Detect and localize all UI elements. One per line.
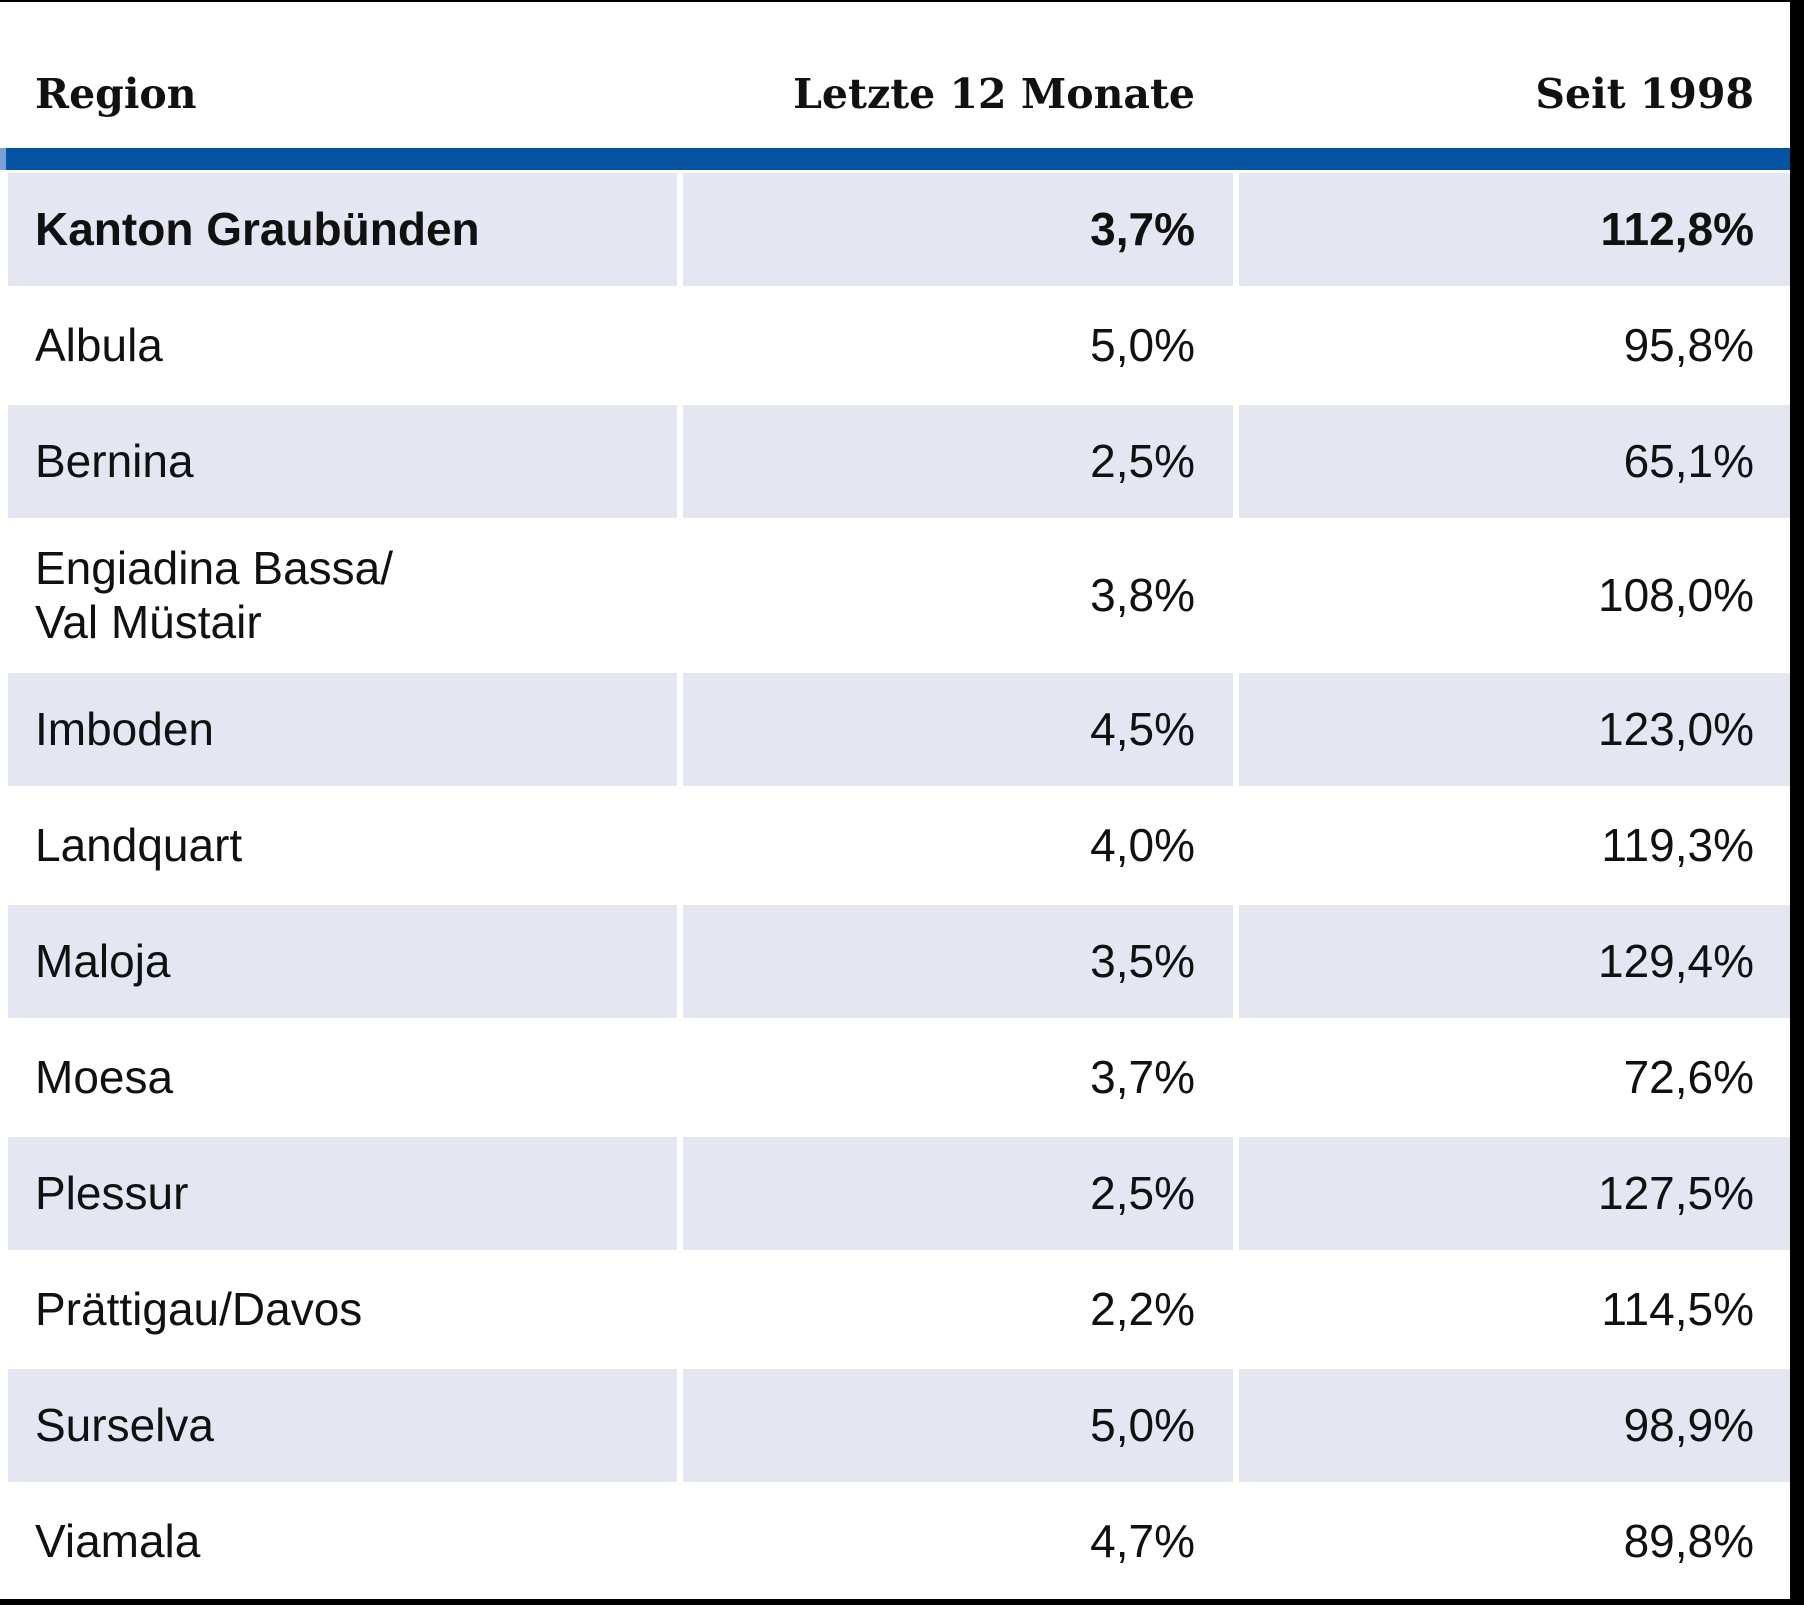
column-header-region: Region [35, 70, 197, 118]
last-12-months-cell: 3,7% [683, 173, 1233, 286]
since-1998-cell: 98,9% [1239, 1368, 1790, 1482]
table-row: Engiadina Bassa/ Val Müstair 3,8% 108,0% [8, 521, 1790, 673]
table-row: Albula 5,0% 95,8% [8, 289, 1790, 405]
last-12-months-cell: 2,5% [683, 405, 1233, 518]
since-1998-cell: 95,8% [1239, 289, 1790, 402]
last-12-months-cell: 4,7% [683, 1484, 1233, 1598]
table-row: Bernina 2,5% 65,1% [8, 405, 1790, 521]
since-1998-cell: 129,4% [1239, 904, 1790, 1018]
table-row: Viamala 4,7% 89,8% [8, 1484, 1790, 1599]
table-row: Imboden 4,5% 123,0% [8, 672, 1790, 789]
since-1998-cell: 108,0% [1239, 521, 1790, 670]
table-row: Prättigau/Davos 2,2% 114,5% [8, 1252, 1790, 1369]
last-12-months-cell: 5,0% [683, 1368, 1233, 1482]
since-1998-cell: 89,8% [1239, 1484, 1790, 1598]
region-cell: Kanton Graubünden [8, 173, 677, 286]
last-12-months-cell: 3,7% [683, 1020, 1233, 1134]
region-cell: Plessur [8, 1136, 677, 1250]
table-row: Moesa 3,7% 72,6% [8, 1020, 1790, 1137]
since-1998-cell: 127,5% [1239, 1136, 1790, 1250]
table-body: Kanton Graubünden 3,7% 112,8% Albula 5,0… [0, 173, 1790, 1599]
region-cell: Imboden [8, 672, 677, 786]
table-row: Landquart 4,0% 119,3% [8, 788, 1790, 905]
since-1998-cell: 72,6% [1239, 1020, 1790, 1134]
table-row: Maloja 3,5% 129,4% [8, 904, 1790, 1021]
table-header: Region Letzte 12 Monate Seit 1998 [0, 2, 1790, 148]
last-12-months-cell: 2,5% [683, 1136, 1233, 1250]
last-12-months-cell: 3,8% [683, 521, 1233, 670]
region-cell: Albula [8, 289, 677, 402]
last-12-months-cell: 3,5% [683, 904, 1233, 1018]
last-12-months-cell: 4,0% [683, 788, 1233, 902]
since-1998-cell: 119,3% [1239, 788, 1790, 902]
region-cell: Surselva [8, 1368, 677, 1482]
region-cell: Moesa [8, 1020, 677, 1134]
region-cell: Prättigau/Davos [8, 1252, 677, 1366]
last-12-months-cell: 4,5% [683, 672, 1233, 786]
table-row: Surselva 5,0% 98,9% [8, 1368, 1790, 1485]
since-1998-cell: 65,1% [1239, 405, 1790, 518]
column-header-letzte-12-monate: Letzte 12 Monate [793, 70, 1195, 118]
table-row: Kanton Graubünden 3,7% 112,8% [8, 173, 1790, 289]
region-cell: Maloja [8, 904, 677, 1018]
last-12-months-cell: 5,0% [683, 289, 1233, 402]
region-cell: Viamala [8, 1484, 677, 1598]
last-12-months-cell: 2,2% [683, 1252, 1233, 1366]
region-cell: Landquart [8, 788, 677, 902]
header-divider-bar [0, 148, 1790, 170]
divider-bar-left-cap [0, 148, 6, 170]
region-cell: Engiadina Bassa/ Val Müstair [8, 521, 677, 670]
table-row: Plessur 2,5% 127,5% [8, 1136, 1790, 1253]
column-header-seit-1998: Seit 1998 [1535, 70, 1754, 118]
since-1998-cell: 123,0% [1239, 672, 1790, 786]
region-cell: Bernina [8, 405, 677, 518]
since-1998-cell: 112,8% [1239, 173, 1790, 286]
since-1998-cell: 114,5% [1239, 1252, 1790, 1366]
